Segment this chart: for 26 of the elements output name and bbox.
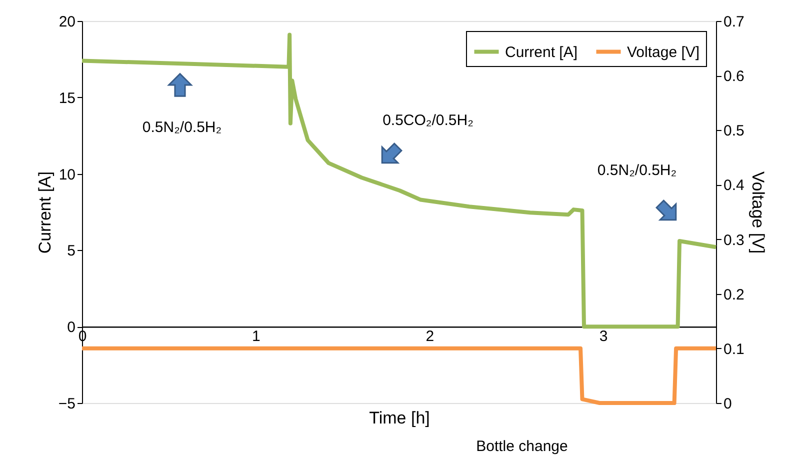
y2-tick-label: 0.6 [724,68,744,86]
legend-label: Voltage [V] [627,44,700,61]
text: Bottle change [476,438,568,455]
x-tick-label: 2 [426,328,434,346]
x-axis-title: Time [h] [369,408,430,428]
y2-tick-label: 0.4 [724,177,744,194]
y2-tick-label: 0.3 [724,232,744,249]
y-tick-label: 10 [58,166,76,184]
line-series [80,32,718,329]
y2-tick-label: 0 [724,396,732,412]
annotation: 0.5N₂/0.5H₂ [597,162,677,179]
y2-tick-label: 0.2 [724,286,744,304]
legend-label: Current [A] [505,44,578,61]
y2-axis-title: Voltage [V] [748,171,768,254]
y-axis-title: Current [A] [35,171,54,254]
y-tick-label: 15 [58,90,76,107]
y-tick-label: 5 [67,242,76,260]
y-tick-label: 20 [58,14,76,30]
x-tick-label: 1 [252,328,260,346]
annotation: 0.5N₂/0.5H₂ [142,119,222,136]
y2-tick-label: 0.5 [724,122,744,140]
x-tick-label: 3 [599,328,608,346]
y2-tick-label: 0.7 [724,14,744,30]
y-tick-label: −5 [58,396,76,412]
y2-tick-label: 0.1 [724,340,744,358]
annotation: 0.5CO₂/0.5H₂ [382,112,474,129]
